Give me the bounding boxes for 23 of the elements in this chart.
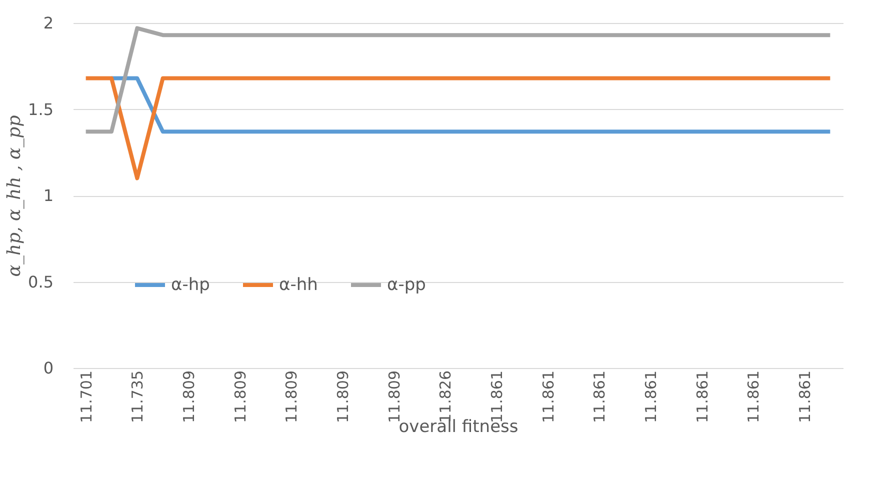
x-tick-label: 11.861 — [590, 370, 609, 423]
x-tick-label: 11.701 — [77, 370, 96, 423]
legend-label: α-hh — [279, 275, 318, 295]
x-tick-label: 11.861 — [488, 370, 506, 423]
x-tick-label: 11.861 — [693, 370, 712, 423]
x-tick-label: 11.809 — [180, 370, 198, 423]
y-tick-label: 0.5 — [28, 272, 54, 292]
legend-label: α-hp — [171, 275, 210, 295]
x-tick-label: 11.861 — [642, 370, 660, 423]
x-tick-label: 11.735 — [128, 370, 147, 423]
x-tick-label: 11.861 — [539, 370, 558, 423]
y-axis-title: α_hp, α_hh , α_pp — [4, 114, 26, 277]
x-tick-label: 11.809 — [282, 370, 301, 423]
x-tick-label: 11.861 — [796, 370, 814, 423]
x-tick-label: 11.861 — [744, 370, 763, 423]
x-tick-label: 11.809 — [385, 370, 404, 423]
y-tick-label: 2 — [43, 14, 54, 32]
x-tick-label: 11.809 — [334, 370, 352, 423]
y-tick-label: 0 — [43, 358, 54, 378]
legend-label: α-pp — [387, 275, 426, 295]
y-tick-label: 1 — [43, 186, 54, 205]
y-tick-label: 1.5 — [28, 100, 54, 119]
x-tick-label: 11.809 — [231, 370, 250, 423]
